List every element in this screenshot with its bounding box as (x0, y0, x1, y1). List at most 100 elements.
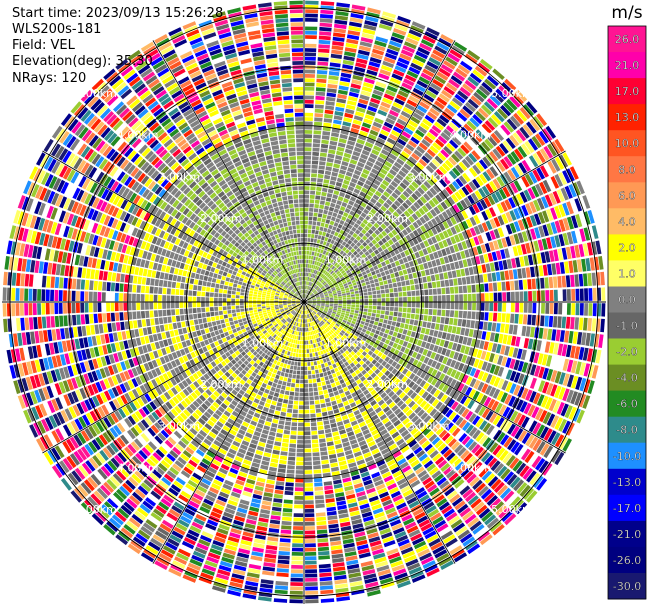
ppi-gate (464, 513, 477, 525)
ppi-gate (369, 444, 378, 451)
ppi-gate (141, 277, 147, 285)
ppi-gate (410, 479, 421, 488)
ppi-gate (278, 551, 290, 556)
ppi-gate (348, 435, 356, 441)
ppi-gate (314, 315, 318, 319)
ppi-gate (359, 360, 365, 366)
ppi-gate (481, 372, 489, 382)
ppi-gate (345, 323, 350, 328)
ppi-gate (458, 419, 468, 429)
ppi-gate (235, 305, 240, 309)
ppi-gate (50, 289, 55, 301)
ppi-gate (179, 308, 184, 315)
ppi-gate (356, 389, 363, 395)
ppi-gate (509, 358, 516, 369)
ppi-gate (581, 332, 587, 346)
ppi-gate (492, 388, 501, 399)
ppi-gate (318, 429, 325, 435)
ppi-gate (429, 420, 438, 430)
ppi-gate (290, 577, 303, 582)
ppi-gate (409, 365, 416, 372)
ppi-gate (201, 312, 206, 318)
ppi-gate (525, 326, 531, 337)
ppi-gate (445, 469, 456, 479)
ppi-gate (542, 328, 548, 340)
ppi-gate (304, 310, 306, 315)
ppi-gate (176, 275, 182, 282)
ppi-gate (319, 341, 323, 346)
ppi-gate (576, 409, 585, 424)
ppi-gate (123, 293, 128, 302)
ppi-gate (15, 288, 20, 301)
ppi-gate (439, 416, 448, 426)
ppi-gate (441, 302, 446, 309)
ppi-gate (561, 344, 568, 357)
ppi-gate (471, 311, 476, 320)
ppi-gate (240, 311, 245, 316)
ppi-gate (354, 531, 366, 538)
ppi-gate (144, 335, 150, 344)
ppi-gate (458, 372, 465, 382)
ppi-gate (499, 449, 509, 461)
ppi-gate (310, 331, 313, 336)
ppi-gate (352, 478, 362, 485)
ppi-gate (396, 502, 407, 510)
ppi-gate (308, 302, 312, 304)
ppi-gate (252, 304, 257, 308)
ppi-gate (360, 560, 374, 567)
ppi-gate (206, 287, 211, 292)
ppi-gate (408, 357, 415, 364)
ppi-gate (377, 425, 386, 432)
ppi-gate (401, 465, 412, 473)
ppi-gate (458, 335, 464, 344)
ppi-gate (248, 293, 253, 297)
ppi-gate (442, 375, 450, 384)
ppi-gate (257, 308, 262, 312)
ppi-gate (380, 495, 391, 503)
ppi-gate (145, 277, 151, 286)
ppi-gate (209, 297, 214, 302)
ppi-gate (267, 435, 275, 441)
ppi-gate (418, 388, 426, 397)
ppi-gate (438, 556, 452, 567)
ppi-gate (311, 439, 319, 444)
ppi-gate (535, 408, 544, 421)
ppi-gate (236, 272, 241, 277)
ppi-gate (283, 363, 287, 368)
ppi-gate (332, 309, 337, 313)
ppi-gate (531, 314, 536, 326)
ppi-gate (287, 351, 291, 356)
ppi-gate (426, 484, 438, 493)
ppi-gate (379, 577, 394, 585)
ppi-gate (416, 515, 428, 524)
ppi-gate (214, 268, 220, 274)
ppi-gate (575, 376, 583, 390)
ppi-gate (313, 343, 316, 348)
ppi-gate (308, 302, 312, 304)
ppi-gate (50, 316, 55, 328)
ppi-gate (379, 318, 384, 323)
ppi-gate (472, 461, 483, 472)
ppi-gate (308, 327, 310, 332)
ppi-gate (521, 362, 529, 373)
ppi-gate (188, 296, 192, 302)
ppi-gate (321, 340, 326, 345)
ppi-gate (314, 395, 319, 400)
ppi-gate (307, 303, 312, 306)
ppi-gate (587, 318, 592, 331)
ppi-gate (549, 342, 555, 354)
ppi-gate (416, 397, 424, 406)
ppi-gate (38, 330, 44, 343)
ppi-gate (327, 319, 332, 324)
ppi-gate (193, 319, 199, 325)
ppi-gate (359, 503, 370, 510)
ppi-gate (195, 324, 200, 331)
ppi-gate (153, 302, 158, 310)
ppi-gate (381, 306, 386, 311)
ppi-gate (316, 303, 321, 305)
ppi-gate (333, 390, 339, 396)
ppi-gate (317, 342, 321, 347)
ppi-gate (507, 439, 517, 451)
ppi-gate (214, 293, 219, 298)
ppi-gate (408, 529, 421, 538)
